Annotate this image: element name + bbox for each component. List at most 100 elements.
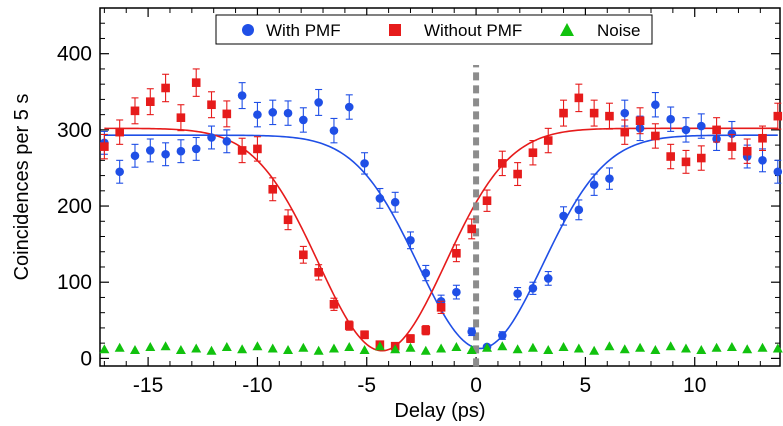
data-point [175,345,186,355]
data-point [635,116,645,126]
data-point [253,110,262,119]
y-tick-label: 200 [57,195,92,218]
data-point [513,289,522,298]
data-point [498,159,507,168]
x-tick-label: -5 [357,374,376,397]
data-point [390,344,401,354]
data-point [773,167,783,177]
data-point [589,345,600,355]
data-point [436,303,446,312]
data-point [757,342,768,352]
legend-label-without-pmf: Without PMF [424,21,522,40]
x-tick-label: 0 [470,374,482,397]
data-point [605,174,614,183]
legend-marker-with-pmf [242,24,254,36]
legend-marker-noise [560,23,574,36]
data-point [191,78,201,87]
data-point [420,345,431,355]
y-tick-label: 400 [57,43,92,66]
data-point [360,159,369,168]
legend-marker-without-pmf [389,24,401,36]
data-point [114,342,125,352]
data-point [650,345,661,355]
data-point [467,327,477,337]
data-point [145,341,156,351]
data-point [742,344,753,354]
data-point [589,108,599,118]
data-point [100,142,109,151]
data-point [283,215,293,225]
data-point [527,342,538,352]
data-point [421,325,431,335]
data-point [207,133,216,142]
data-point [176,146,186,156]
data-point [237,344,248,354]
data-point [421,268,431,278]
data-point [313,345,324,355]
data-point [206,345,217,355]
data-point [773,111,783,121]
data-point [772,343,783,353]
data-point [711,342,722,352]
data-point [558,341,569,351]
data-point [528,148,538,158]
data-point [452,287,461,297]
x-tick-label: -15 [133,374,163,397]
data-point [161,149,170,159]
data-point [681,125,691,135]
data-point [528,284,538,293]
axis-ticks [100,8,780,366]
series-with-pmf [100,82,783,352]
data-point [129,345,140,355]
data-point [680,343,691,353]
data-point [299,250,308,260]
data-point [574,205,584,215]
data-point [145,146,155,155]
data-point [513,169,522,179]
data-point [466,345,477,355]
data-point [390,197,400,207]
data-point [666,152,675,161]
data-point [160,341,171,351]
data-point [222,109,232,119]
data-point [452,248,461,258]
data-point [712,125,721,135]
data-point [406,334,415,343]
data-point [635,342,646,352]
data-point [758,133,767,143]
data-point [374,341,385,351]
data-point [115,127,124,137]
data-point [130,151,140,161]
data-point [283,108,293,118]
y-axis-title: Coincidences per 5 s [11,94,33,281]
data-point [252,341,263,351]
fit-curve [104,134,778,350]
data-point [696,345,707,355]
legend-box [215,14,653,45]
data-point [253,144,262,154]
data-point [99,344,110,354]
x-tick-label: 10 [683,374,706,397]
data-point [665,341,676,351]
data-point [145,97,155,106]
y-tick-label: 300 [57,119,92,142]
data-point [604,341,615,351]
data-point [543,136,553,145]
data-point [344,102,354,112]
data-point [467,224,477,234]
fit-curves [104,127,778,352]
data-point [619,344,630,354]
legend-label-with-pmf: With PMF [266,21,341,40]
data-point [681,157,691,167]
data-point [375,194,385,203]
data-point [559,211,568,221]
data-point [130,106,140,116]
data-point [314,98,323,107]
data-point [176,113,186,122]
data-point [359,345,370,355]
data-point [727,142,737,151]
data-point [651,131,660,141]
data-point [298,342,309,352]
